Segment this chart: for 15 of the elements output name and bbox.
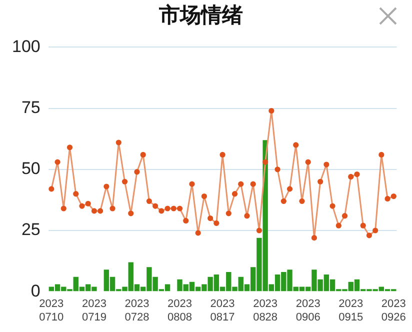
x-tick-label: 2023 0926	[381, 298, 406, 324]
x-tick-label: 2023 0828	[253, 298, 278, 324]
y-tick-label: 100	[12, 36, 40, 56]
x-tick-label: 2023 0710	[39, 298, 64, 324]
x-tick-label: 2023 0915	[338, 298, 364, 324]
y-tick-label: 50	[21, 159, 40, 178]
x-tick-label: 2023 0808	[168, 298, 192, 324]
y-tick-label: 75	[21, 98, 40, 117]
y-tick-label: 25	[21, 220, 40, 240]
chart-title: 市场情绪	[158, 3, 243, 28]
x-tick-label: 2023 0728	[124, 298, 150, 324]
x-tick-label: 2023 0817	[210, 298, 235, 324]
y-tick-label: 0	[30, 281, 40, 300]
x-tick-label: 2023 0906	[296, 298, 320, 324]
x-tick-label: 2023 0719	[82, 298, 106, 324]
